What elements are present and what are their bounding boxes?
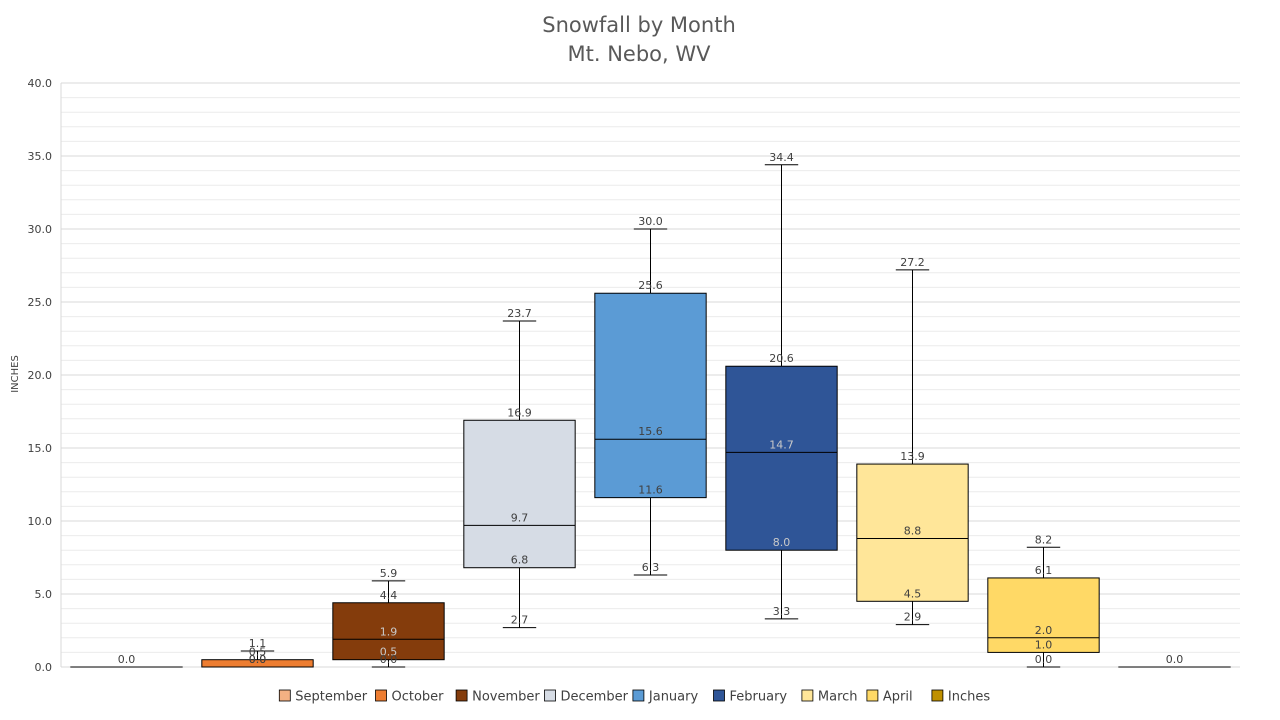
legend-label: November bbox=[472, 690, 540, 705]
data-label: 6.1 bbox=[1035, 564, 1053, 577]
data-label: 16.9 bbox=[507, 406, 532, 419]
y-tick-label: 5.0 bbox=[35, 588, 53, 601]
legend-item-inches: Inches bbox=[931, 689, 990, 705]
chart-title: Snowfall by Month bbox=[542, 13, 736, 37]
legend-item-april: April bbox=[866, 689, 913, 705]
box-december bbox=[463, 320, 576, 629]
box-body bbox=[332, 602, 445, 661]
data-label: 14.7 bbox=[769, 438, 794, 451]
data-label: 11.6 bbox=[638, 484, 663, 497]
data-label: 0.5 bbox=[380, 646, 398, 659]
data-labels: 0.01.10.50.00.05.94.41.90.50.023.716.99.… bbox=[118, 151, 1184, 666]
box-body bbox=[725, 365, 838, 551]
box-november bbox=[332, 580, 445, 668]
data-label: 0.0 bbox=[249, 653, 267, 666]
y-tick-label: 35.0 bbox=[28, 150, 53, 163]
y-tick-label: 30.0 bbox=[28, 223, 53, 236]
data-label: 6.3 bbox=[642, 561, 660, 574]
data-label: 8.0 bbox=[773, 536, 791, 549]
data-label: 1.1 bbox=[249, 637, 267, 650]
legend-swatch bbox=[713, 689, 725, 702]
legend-swatch bbox=[801, 689, 814, 702]
data-label: 0.0 bbox=[1166, 653, 1184, 666]
legend-item-december: December bbox=[544, 689, 629, 705]
legend-label: April bbox=[883, 690, 913, 705]
data-label: 0.0 bbox=[118, 653, 136, 666]
data-label: 9.7 bbox=[511, 511, 529, 524]
legend-label: September bbox=[295, 690, 368, 705]
data-label: 2.0 bbox=[1035, 624, 1053, 637]
legend-item-february: February bbox=[713, 689, 788, 705]
legend-label: December bbox=[561, 690, 629, 705]
data-label: 27.2 bbox=[900, 256, 925, 269]
legend-item-january: January bbox=[632, 689, 699, 705]
y-axis-title: INCHES bbox=[10, 355, 21, 393]
y-tick-label: 25.0 bbox=[28, 296, 53, 309]
box-body bbox=[856, 463, 969, 602]
y-tick-label: 15.0 bbox=[28, 442, 53, 455]
box-march bbox=[856, 269, 969, 626]
legend-swatch bbox=[866, 689, 879, 702]
legend: September October November December January F… bbox=[278, 689, 990, 705]
data-label: 23.7 bbox=[507, 307, 532, 320]
data-label: 8.8 bbox=[904, 525, 922, 538]
y-axis-ticks: 0.0 5.0 10.0 15.0 20.0 25.0 30.0 35.0 40.0 bbox=[28, 77, 53, 674]
data-label: 1.9 bbox=[380, 625, 398, 638]
legend-swatch bbox=[375, 689, 387, 702]
legend-item-october: October bbox=[375, 689, 445, 705]
data-label: 0.0 bbox=[1035, 653, 1053, 666]
box-series bbox=[70, 164, 1231, 668]
data-label: 2.7 bbox=[511, 614, 529, 627]
legend-swatch bbox=[544, 689, 556, 702]
data-label: 0.0 bbox=[249, 653, 267, 666]
data-label: 4.4 bbox=[380, 589, 398, 602]
y-tick-label: 40.0 bbox=[28, 77, 53, 90]
data-label: 13.9 bbox=[900, 450, 925, 463]
box-february bbox=[725, 164, 838, 620]
data-label: 34.4 bbox=[769, 151, 794, 164]
legend-label: Inches bbox=[948, 690, 990, 705]
data-label: 25.6 bbox=[638, 279, 663, 292]
legend-swatch bbox=[278, 689, 291, 702]
data-label: 8.2 bbox=[1035, 533, 1053, 546]
data-label: 2.9 bbox=[904, 611, 922, 624]
y-tick-label: 10.0 bbox=[28, 515, 53, 528]
chart-subtitle: Mt. Nebo, WV bbox=[568, 42, 712, 66]
data-label: 0.5 bbox=[249, 646, 267, 659]
box-october bbox=[201, 650, 314, 668]
legend-item-november: November bbox=[455, 689, 540, 705]
data-label: 1.0 bbox=[1035, 638, 1053, 651]
legend-item-march: March bbox=[801, 689, 858, 705]
data-label: 0.0 bbox=[380, 653, 398, 666]
legend-swatch bbox=[931, 689, 944, 702]
box-january bbox=[594, 228, 707, 576]
box-body bbox=[463, 419, 576, 569]
legend-swatch bbox=[632, 689, 645, 702]
data-label: 20.6 bbox=[769, 352, 794, 365]
y-tick-label: 0.0 bbox=[35, 661, 53, 674]
data-label: 6.8 bbox=[511, 554, 529, 567]
legend-label: October bbox=[392, 690, 445, 705]
legend-label: January bbox=[648, 690, 699, 705]
legend-item-september: September bbox=[278, 689, 368, 705]
legend-swatch bbox=[455, 689, 468, 702]
box-april bbox=[987, 546, 1100, 668]
data-label: 15.6 bbox=[638, 425, 663, 438]
legend-label: February bbox=[730, 690, 788, 705]
data-label: 3.3 bbox=[773, 605, 791, 618]
box-body bbox=[987, 577, 1100, 653]
legend-label: March bbox=[818, 690, 858, 705]
data-label: 5.9 bbox=[380, 567, 398, 580]
box-body bbox=[594, 292, 707, 499]
data-label: 4.5 bbox=[904, 587, 922, 600]
data-label: 30.0 bbox=[638, 215, 663, 228]
y-tick-label: 20.0 bbox=[28, 369, 53, 382]
chart-title-group: Snowfall by Month Mt. Nebo, WV bbox=[542, 13, 736, 66]
